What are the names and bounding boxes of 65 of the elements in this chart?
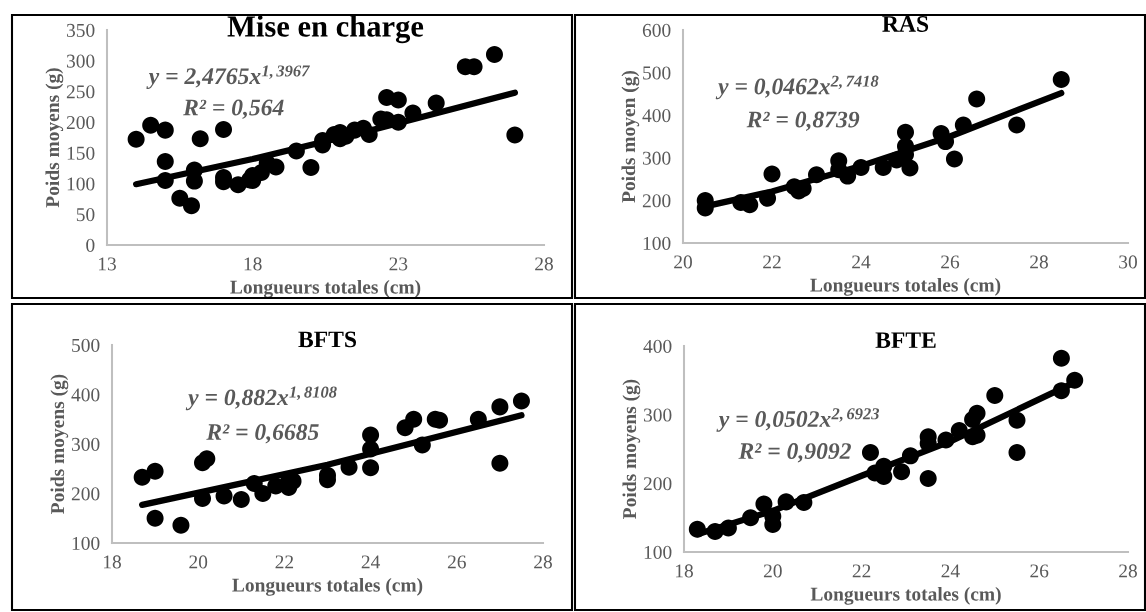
x-tick-label: 20 [674,255,692,269]
x-tick-label: 18 [103,555,121,569]
y-tick-label: 150 [67,146,95,160]
x-tick-label: 28 [1119,564,1137,578]
annotation: R² = 0,9092 [738,443,851,463]
x-tick-label: 18 [244,257,262,271]
x-axis-title: Longueurs totales (cm) [232,577,423,596]
chart-title: Mise en charge [227,15,424,44]
chart-title: BFTE [875,332,936,348]
x-tick-label: 24 [852,255,871,269]
x-tick-label: 26 [941,255,960,269]
x-tick-label: 22 [275,555,294,569]
x-tick-label: 24 [941,564,960,578]
y-tick-label: 500 [72,338,100,352]
y-tick-label: 100 [643,236,671,250]
x-tick-label: 20 [189,555,208,569]
x-axis-title: Longueurs totales (cm) [810,586,1001,605]
y-axis-title: Poids moyen (g) [621,70,640,203]
x-tick-label: 23 [389,257,408,271]
x-tick-label: 18 [675,564,693,578]
y-tick-label: 250 [66,85,95,99]
y-tick-label: 300 [643,408,672,422]
y-tick-label: 300 [71,437,100,451]
x-tick-label: 28 [1030,255,1048,269]
x-tick-label: 28 [534,555,552,569]
y-tick-label: 400 [71,388,100,402]
x-tick-label: 26 [447,555,466,569]
y-tick-label: 300 [66,54,95,68]
x-axis-title: Longueurs totales (cm) [230,279,421,298]
x-tick-label: 22 [852,564,871,578]
x-tick-label: 20 [763,564,782,578]
annotation: y = 0,882x$^{1,8108}$ [185,386,337,411]
y-tick-label: 500 [643,66,671,80]
y-tick-label: 0 [86,238,95,252]
y-tick-label: 100 [644,545,672,559]
y-axis-title: Poids moyens (g) [50,374,69,514]
x-tick-label: 13 [98,257,116,271]
annotation: y = 2,4765x$^{1,3967}$ [146,65,310,89]
x-axis-title: Longueurs totales (cm) [810,277,1001,296]
annotation: R² = 0,6685 [206,424,319,444]
y-tick-label: 100 [67,177,95,191]
chart-title: RAS [882,16,929,32]
y-tick-label: 200 [66,115,95,130]
y-tick-label: 400 [642,109,671,123]
y-tick-label: 50 [76,208,95,222]
chart-title: BFTS [298,331,357,348]
y-axis-title: Poids moyens (g) [45,68,64,208]
y-tick-label: 200 [71,487,100,501]
y-tick-label: 100 [72,536,100,550]
y-tick-label: 300 [642,151,671,165]
y-tick-label: 400 [643,339,672,353]
annotation: y = 0,0502x$^{2,6923}$ [716,408,880,432]
annotation: R² = 0,8739 [746,111,860,131]
x-tick-label: 22 [763,255,781,269]
y-tick-label: 600 [642,23,671,37]
x-tick-label: 30 [1119,255,1137,269]
annotation: R² = 0,564 [183,99,284,119]
y-tick-label: 200 [643,477,672,491]
x-tick-label: 24 [361,555,381,569]
x-tick-label: 28 [535,257,553,271]
annotation: y = 0,0462x$^{2,7418}$ [715,75,879,100]
y-tick-label: 200 [642,194,671,208]
x-tick-label: 26 [1030,564,1049,578]
y-tick-label: 350 [66,23,95,37]
y-axis-title: Poids moyens (g) [622,379,641,519]
